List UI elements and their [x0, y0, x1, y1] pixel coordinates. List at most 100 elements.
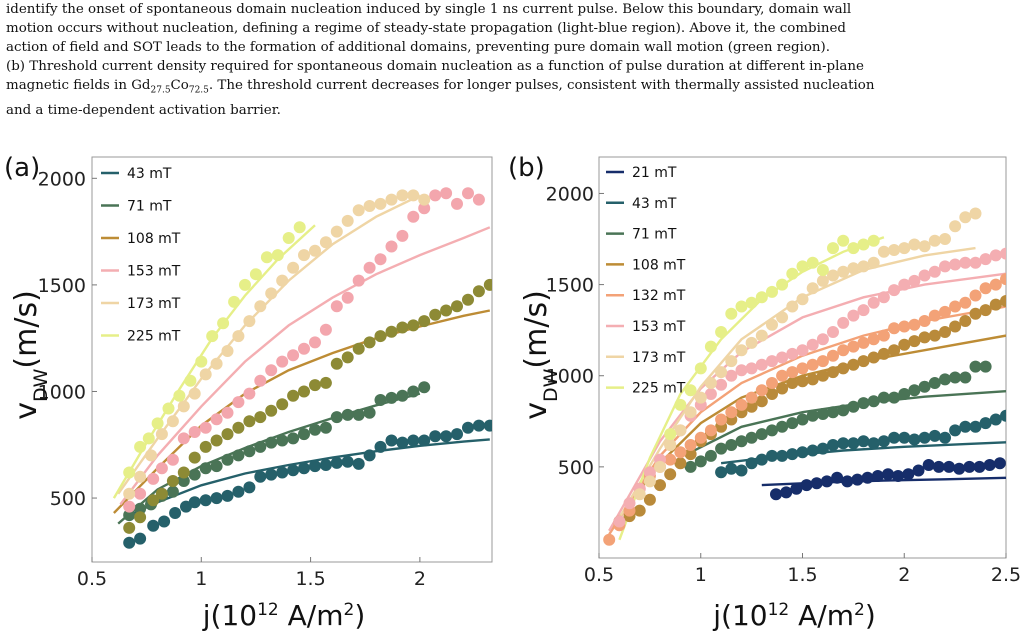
x-tick-label: 0.5 [77, 568, 107, 590]
data-point [352, 204, 365, 217]
data-point [440, 304, 453, 317]
data-point [643, 466, 656, 479]
data-point [939, 431, 951, 444]
data-point [199, 462, 212, 475]
data-point [827, 366, 839, 379]
data-point [341, 408, 354, 421]
data-point [888, 322, 901, 335]
data-point [949, 220, 962, 233]
data-point [735, 364, 748, 377]
data-point [684, 384, 697, 397]
data-point [210, 492, 223, 505]
data-point [188, 496, 201, 509]
data-point [993, 457, 1006, 470]
y-tick-label: 2000 [38, 168, 86, 190]
caption-line: identify the onset of spontaneous domain… [6, 2, 852, 17]
data-point [177, 400, 190, 413]
data-point [142, 432, 155, 445]
data-point [928, 329, 941, 342]
x-tick-label: 1 [695, 564, 707, 586]
data-point [847, 262, 860, 275]
data-point [199, 368, 212, 381]
data-point [867, 333, 880, 346]
data-point [147, 494, 160, 507]
data-point [898, 278, 911, 291]
data-point [341, 214, 354, 227]
legend-label: 153 mT [632, 319, 686, 335]
y-tick-label: 2000 [546, 183, 594, 205]
data-point [918, 269, 931, 282]
data-point [857, 304, 870, 317]
data-point [249, 268, 262, 281]
data-point [151, 417, 164, 430]
data-point [287, 261, 300, 274]
data-point [871, 470, 884, 482]
data-point [123, 509, 136, 522]
data-point [928, 234, 941, 247]
data-point [867, 395, 880, 408]
data-point [462, 293, 474, 306]
data-point [177, 432, 190, 445]
data-point [953, 462, 966, 475]
data-point [888, 344, 901, 357]
data-point [816, 408, 829, 420]
data-point [908, 238, 921, 251]
data-point [123, 500, 136, 513]
data-point [888, 391, 901, 404]
data-point [715, 442, 728, 455]
data-point [888, 244, 901, 256]
data-point [298, 428, 310, 441]
data-point [786, 267, 799, 280]
data-point [374, 197, 387, 210]
data-point [959, 211, 972, 224]
data-point [776, 449, 789, 462]
data-point [363, 406, 376, 419]
data-point [396, 321, 409, 334]
data-point [674, 457, 687, 470]
data-point [429, 308, 442, 321]
data-point [330, 300, 343, 313]
data-point [790, 482, 803, 495]
data-point [352, 274, 365, 287]
data-point [888, 431, 901, 444]
data-point [902, 468, 915, 481]
data-point [407, 189, 420, 202]
data-point [969, 207, 982, 220]
data-point [766, 318, 778, 331]
data-point [735, 398, 748, 411]
y-tick-label: 1000 [38, 381, 86, 403]
data-point [123, 487, 136, 500]
data-point [155, 487, 168, 500]
data-point [837, 404, 850, 417]
data-point [704, 449, 717, 462]
data-point [298, 462, 310, 475]
data-point [123, 466, 136, 479]
data-point [664, 468, 677, 481]
y-axis-label: vDW(m/s) [9, 290, 52, 420]
chart-panel-b: 0.5 1 1.5 2 2.5 500 1000 1500 2000(b) j(1012 A/m2… [508, 153, 1021, 632]
data-point [407, 434, 420, 447]
data-point [837, 362, 850, 375]
data-point [166, 415, 179, 428]
data-point [949, 371, 962, 384]
data-point [173, 389, 186, 402]
data-point [330, 225, 343, 238]
data-point [287, 349, 300, 362]
caption-line: action of field and SOT leads to the for… [6, 40, 831, 55]
data-point [134, 511, 147, 524]
data-point [188, 387, 201, 400]
data-point [877, 347, 890, 360]
data-point [287, 389, 300, 402]
data-point [440, 187, 453, 200]
data-point [664, 428, 677, 441]
data-point [145, 449, 157, 462]
data-point [786, 448, 799, 461]
data-point [979, 360, 992, 373]
legend-label: 225 mT [127, 329, 181, 345]
plot-area [112, 187, 492, 549]
data-point [918, 380, 931, 393]
data-point [755, 395, 768, 408]
data-point [319, 236, 332, 249]
y-tick-label: 1500 [546, 275, 594, 297]
data-point [949, 258, 962, 271]
